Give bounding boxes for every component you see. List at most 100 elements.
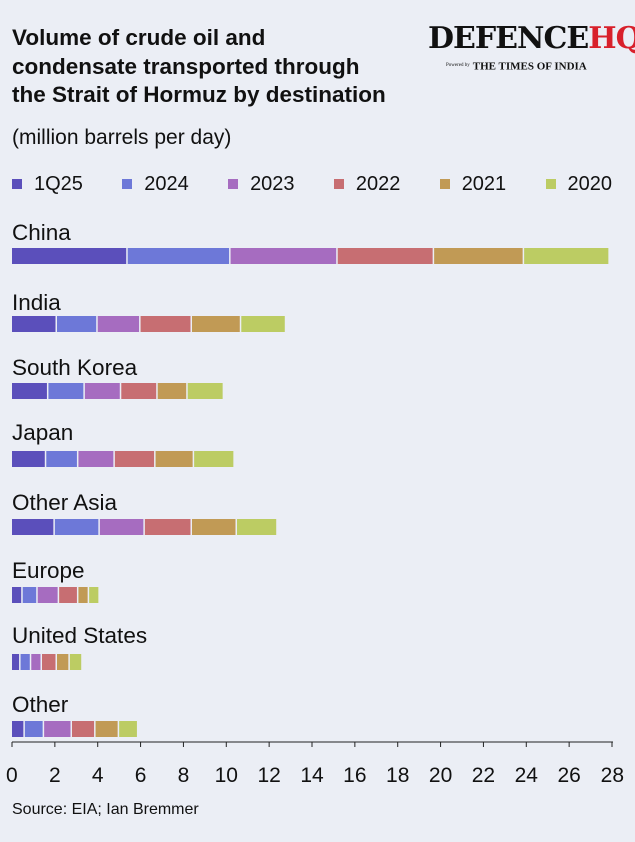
chart-title-line: the Strait of Hormuz by destination: [12, 82, 386, 107]
legend-item: 2024: [122, 172, 189, 196]
bar-segment: [12, 451, 45, 467]
x-tick-label: 14: [300, 764, 324, 787]
x-tick-label: 10: [215, 764, 238, 787]
bar-segment: [69, 654, 82, 670]
bar-segment: [127, 248, 230, 264]
bar-segment: [42, 654, 56, 670]
bar-segment: [434, 248, 523, 264]
bar-segment: [31, 654, 41, 670]
chart-title-line: Volume of crude oil and: [12, 25, 266, 50]
bar-segment: [119, 721, 137, 737]
bar-segment: [78, 451, 114, 467]
x-tick-label: 18: [386, 764, 409, 787]
logo-subline: Powered by THE TIMES OF INDIA: [446, 60, 587, 72]
category-label: Other Asia: [12, 490, 118, 515]
bar-segment: [114, 451, 155, 467]
x-tick-label: 2: [49, 764, 61, 787]
legend-swatch: [545, 179, 556, 189]
bar-segment: [12, 383, 47, 399]
bar-segment: [192, 519, 236, 535]
chart-unit-subtitle: (million barrels per day): [12, 126, 232, 149]
logo-accent-text: HQ: [588, 21, 635, 56]
chart-title-line: condensate transported through: [12, 53, 360, 79]
chart-title: Volume of crude oil and condensate trans…: [12, 24, 442, 110]
bar-segment: [78, 587, 88, 603]
bar-segment: [241, 316, 285, 332]
x-tick-label: 24: [515, 764, 539, 787]
legend-swatch: [12, 179, 22, 189]
legend-swatch: [439, 179, 450, 189]
legend-swatch: [228, 179, 239, 189]
logo-wordmark: DEFENCEHQ: [428, 22, 635, 56]
bar-segment: [48, 383, 84, 399]
bar-segment: [524, 248, 609, 264]
bar-segment: [54, 519, 99, 535]
bar-segment: [194, 451, 234, 467]
x-tick-label: 8: [178, 764, 190, 787]
legend-label: 2023: [250, 173, 295, 195]
bar-segment: [237, 519, 277, 535]
bar-segment: [46, 451, 77, 467]
bar-segment: [24, 721, 43, 737]
defencehq-logo: DEFENCEHQ Powered by THE TIMES OF INDIA: [428, 22, 635, 73]
category-label: Europe: [12, 558, 85, 583]
bar-segment: [12, 316, 56, 332]
bar-segment: [187, 383, 223, 399]
legend-swatch: [122, 179, 133, 189]
x-tick-label: 4: [92, 764, 104, 787]
x-tick-label: 16: [343, 764, 366, 787]
bar-segment: [12, 519, 54, 535]
x-tick-label: 0: [6, 764, 18, 787]
x-tick-label: 22: [472, 764, 495, 787]
bar-segment: [12, 721, 24, 737]
legend-label: 1Q25: [34, 173, 83, 195]
x-tick-label: 6: [135, 764, 147, 787]
bar-segment: [89, 587, 99, 603]
legend-label: 2024: [144, 173, 189, 195]
bar-segment: [140, 316, 191, 332]
category-label: India: [12, 290, 61, 315]
bar-segment: [22, 587, 37, 603]
legend-item: 2021: [439, 172, 507, 196]
bar-segment: [12, 587, 22, 603]
legend-item: 2023: [228, 172, 295, 196]
legend-swatch: [333, 179, 344, 189]
legend-item: 2020: [545, 172, 613, 196]
bar-segment: [337, 248, 433, 264]
logo-powered-by: Powered by: [446, 63, 470, 69]
x-tick-label: 28: [601, 764, 624, 787]
legend-label: 2020: [567, 173, 613, 195]
category-label: United States: [12, 623, 147, 648]
legend-label: 2021: [461, 173, 507, 195]
bar-segment: [192, 316, 240, 332]
bar-segment: [59, 587, 77, 603]
bar-segment: [57, 654, 69, 670]
legend-item: 1Q25: [12, 172, 83, 196]
bar-segment: [12, 654, 20, 670]
bar-segment: [20, 654, 30, 670]
bar-segment: [99, 519, 144, 535]
category-label: Other: [12, 692, 69, 717]
chart-legend: 1Q25 2024 2023 2022 2021 2020: [12, 172, 612, 196]
bar-segment: [230, 248, 337, 264]
bar-segment: [144, 519, 191, 535]
bar-segment: [12, 248, 127, 264]
category-label: China: [12, 220, 71, 245]
bar-segment: [84, 383, 120, 399]
x-tick-label: 12: [257, 764, 280, 787]
category-label: Japan: [12, 420, 73, 445]
logo-paper-name: THE TIMES OF INDIA: [472, 60, 587, 73]
legend-label: 2022: [355, 173, 401, 195]
bar-segment: [97, 316, 140, 332]
bar-segment: [37, 587, 58, 603]
bar-segment: [155, 451, 193, 467]
legend-item: 2022: [333, 172, 401, 196]
bar-segment: [72, 721, 95, 737]
x-tick-label: 26: [557, 764, 580, 787]
category-label: South Korea: [12, 355, 138, 380]
x-tick-label: 20: [429, 764, 452, 787]
bar-segment: [57, 316, 97, 332]
bar-segment: [44, 721, 71, 737]
bar-segment: [157, 383, 187, 399]
